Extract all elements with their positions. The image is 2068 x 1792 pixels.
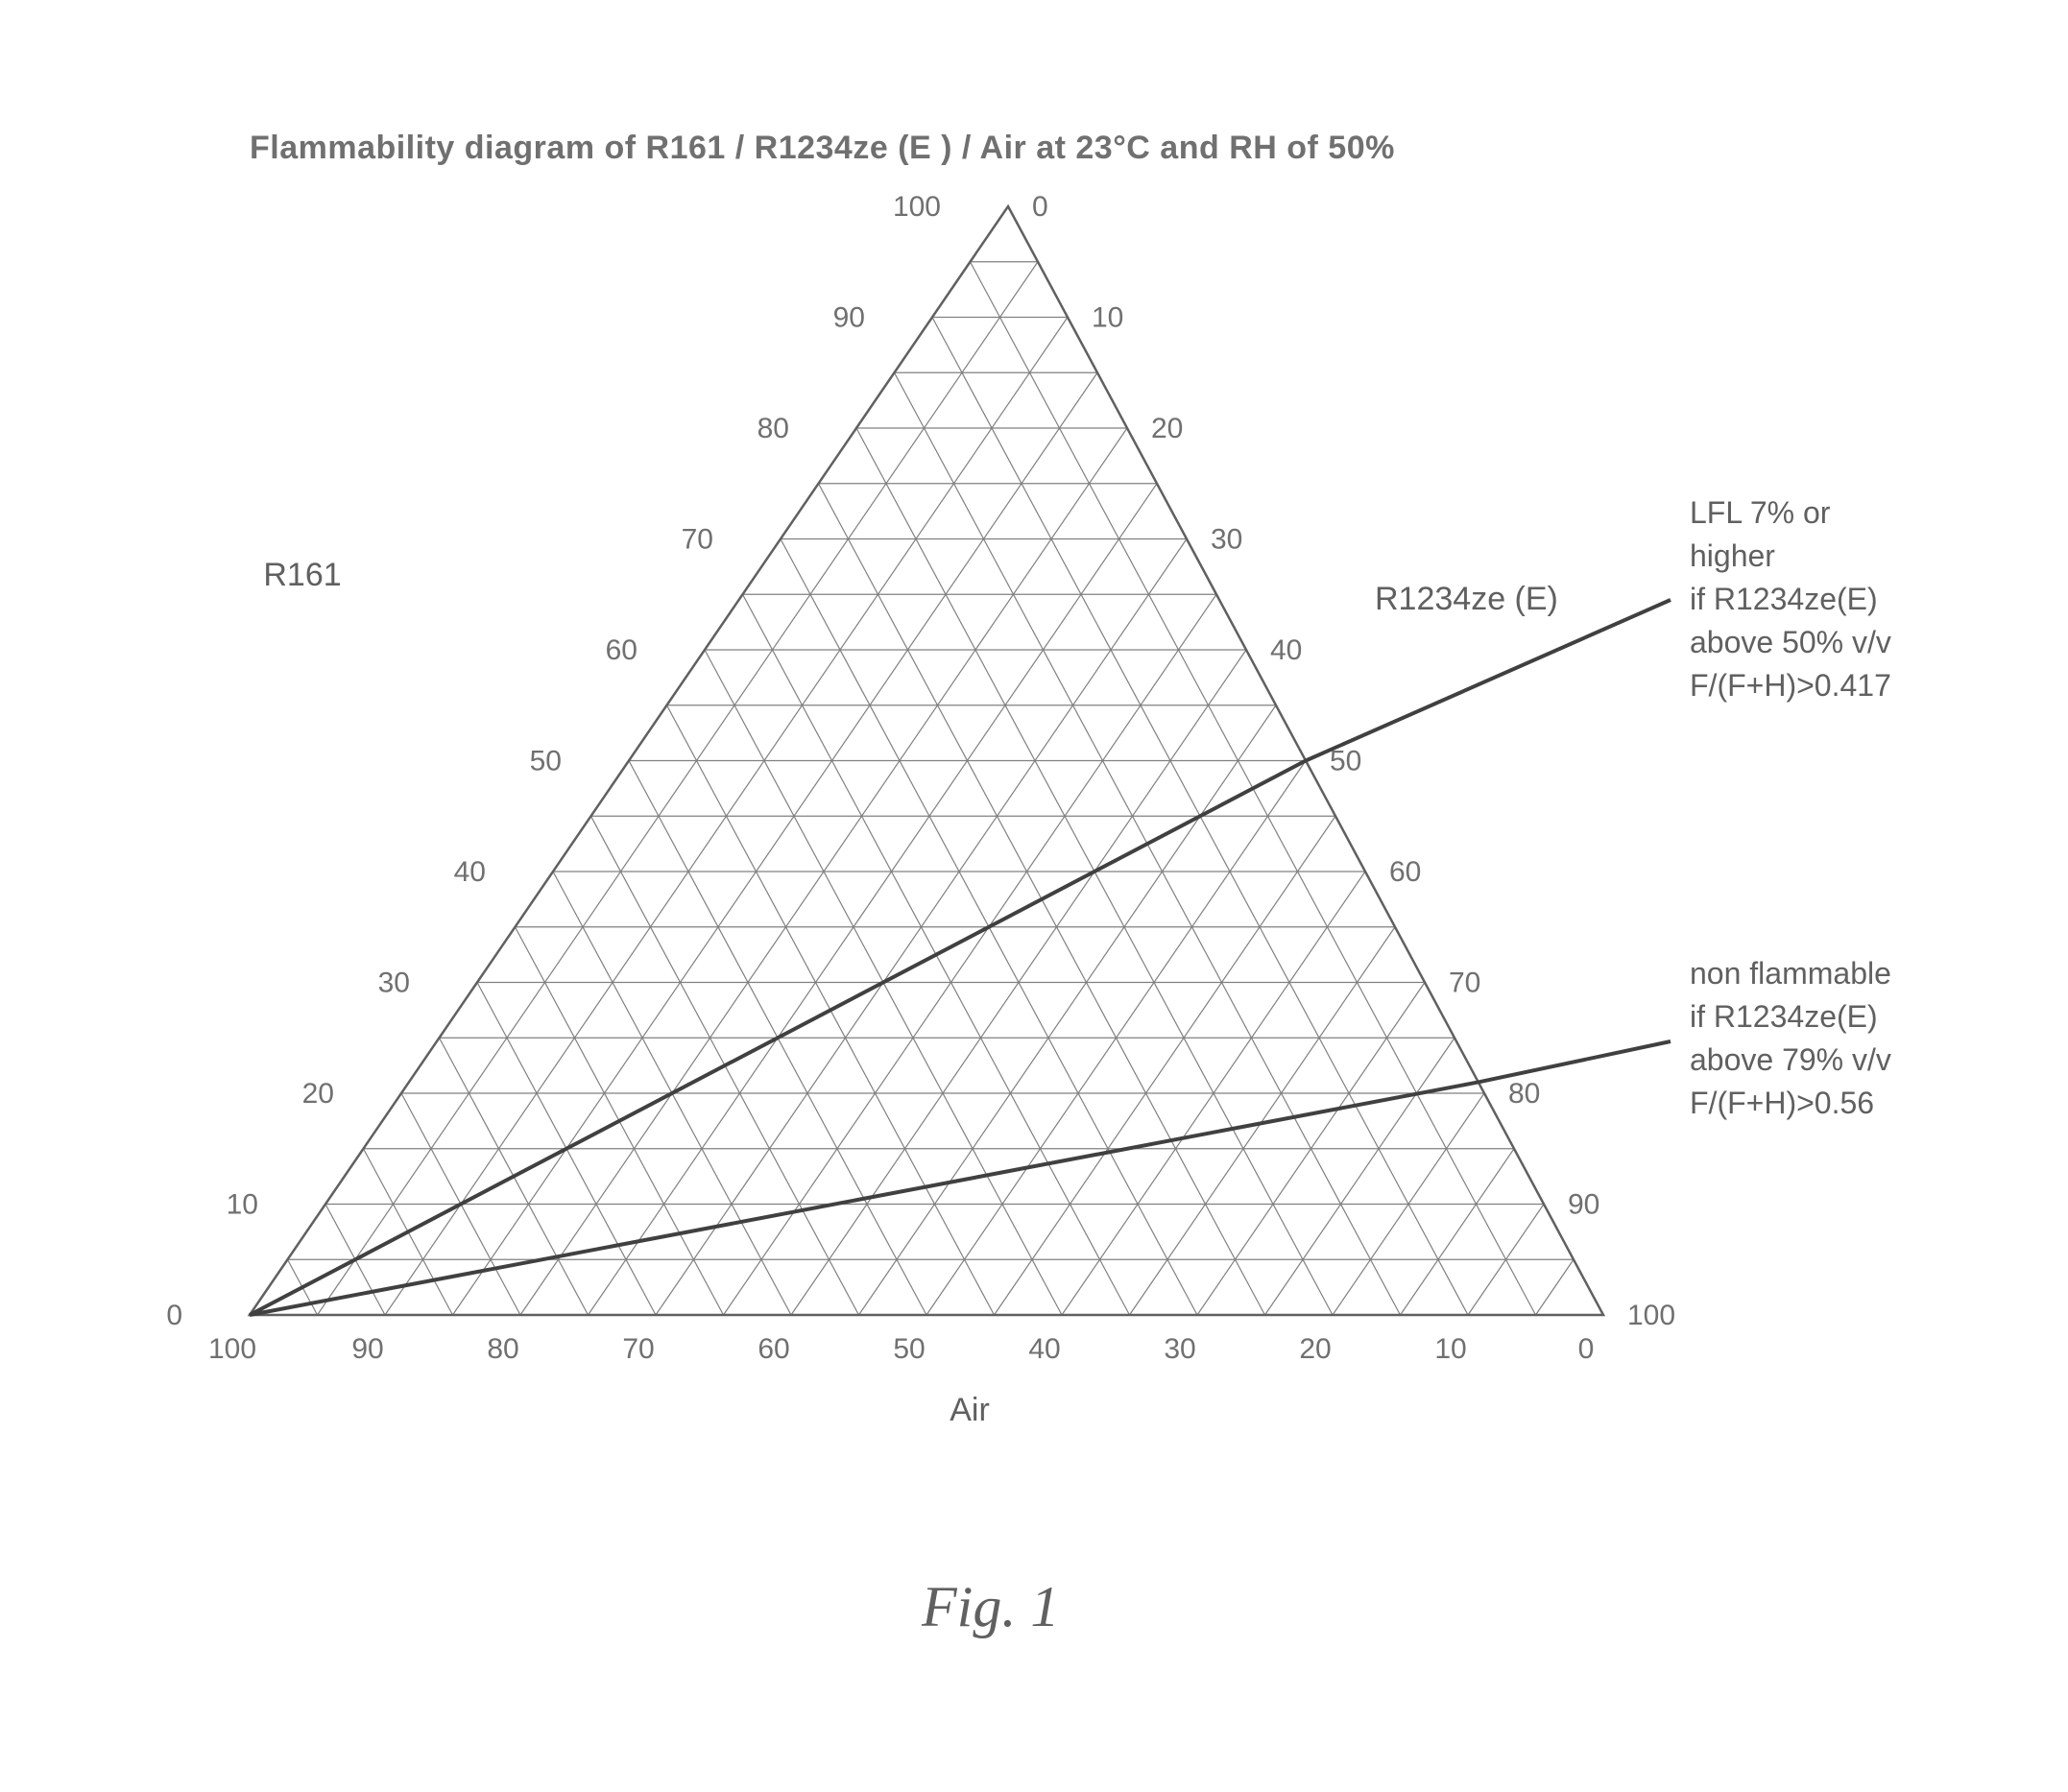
left-tick-label: 50 bbox=[530, 746, 562, 777]
lfl-boundary-extension bbox=[1306, 600, 1671, 761]
bottom-tick-label: 60 bbox=[757, 1333, 789, 1365]
right-tick-label: 0 bbox=[1032, 191, 1048, 223]
left-tick-label: 20 bbox=[302, 1078, 334, 1110]
left-axis-label: R161 bbox=[263, 557, 341, 593]
ternary-diagram-figure: Flammability diagram of R161 / R1234ze (… bbox=[0, 0, 2068, 1792]
lfl-annotation: higher bbox=[1690, 538, 1775, 573]
lfl-annotation: if R1234ze(E) bbox=[1690, 582, 1878, 616]
left-tick-label: 70 bbox=[682, 524, 713, 556]
left-tick-label: 0 bbox=[166, 1300, 182, 1331]
right-tick-label: 80 bbox=[1508, 1078, 1540, 1110]
right-tick-label: 40 bbox=[1270, 634, 1302, 666]
right-tick-label: 70 bbox=[1449, 968, 1480, 999]
left-tick-label: 10 bbox=[227, 1189, 258, 1221]
left-tick-label: 40 bbox=[454, 856, 486, 888]
bottom-tick-label: 90 bbox=[351, 1333, 383, 1365]
right-tick-label: 20 bbox=[1151, 413, 1183, 444]
bottom-tick-label: 80 bbox=[487, 1333, 518, 1365]
ternary-grid bbox=[288, 262, 1575, 1315]
bottom-axis-label: Air bbox=[950, 1392, 990, 1428]
bottom-tick-label: 70 bbox=[622, 1333, 654, 1365]
nonflammable-boundary-line bbox=[250, 1082, 1479, 1315]
bottom-tick-label: 30 bbox=[1164, 1333, 1195, 1365]
nonflammable-annotation: non flammable bbox=[1690, 956, 1891, 991]
bottom-tick-label: 40 bbox=[1028, 1333, 1060, 1365]
right-tick-label: 10 bbox=[1092, 302, 1123, 334]
lfl-annotation: above 50% v/v bbox=[1690, 625, 1891, 659]
nonflammable-annotation: if R1234ze(E) bbox=[1690, 999, 1878, 1034]
nonflammable-boundary-extension bbox=[1479, 1041, 1671, 1082]
right-tick-label: 60 bbox=[1389, 856, 1421, 888]
ternary-plot-svg: 0102030405060708090100010203040506070809… bbox=[0, 0, 2068, 1792]
left-tick-label: 60 bbox=[606, 634, 637, 666]
bottom-tick-label: 20 bbox=[1299, 1333, 1331, 1365]
bottom-tick-label: 0 bbox=[1578, 1333, 1595, 1365]
right-tick-label: 100 bbox=[1627, 1300, 1675, 1331]
lfl-annotation: LFL 7% or bbox=[1690, 495, 1831, 530]
left-tick-label: 30 bbox=[378, 968, 410, 999]
bottom-tick-label: 100 bbox=[208, 1333, 256, 1365]
left-tick-label: 100 bbox=[893, 191, 941, 223]
left-tick-label: 90 bbox=[833, 302, 865, 334]
left-tick-label: 80 bbox=[757, 413, 789, 444]
right-axis-label: R1234ze (E) bbox=[1375, 581, 1558, 617]
figure-caption: Fig. 1 bbox=[922, 1574, 1059, 1640]
right-tick-label: 90 bbox=[1568, 1189, 1599, 1221]
nonflammable-annotation: above 79% v/v bbox=[1690, 1042, 1891, 1077]
right-tick-label: 30 bbox=[1211, 524, 1242, 556]
bottom-tick-label: 50 bbox=[893, 1333, 925, 1365]
bottom-tick-label: 10 bbox=[1434, 1333, 1466, 1365]
nonflammable-annotation: F/(F+H)>0.56 bbox=[1690, 1086, 1874, 1120]
lfl-annotation: F/(F+H)>0.417 bbox=[1690, 668, 1891, 703]
